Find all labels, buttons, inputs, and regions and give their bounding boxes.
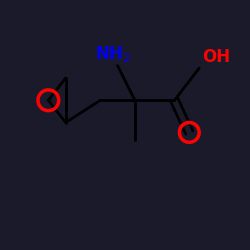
Text: NH$_2$: NH$_2$ — [95, 44, 130, 64]
Text: OH: OH — [202, 48, 230, 66]
